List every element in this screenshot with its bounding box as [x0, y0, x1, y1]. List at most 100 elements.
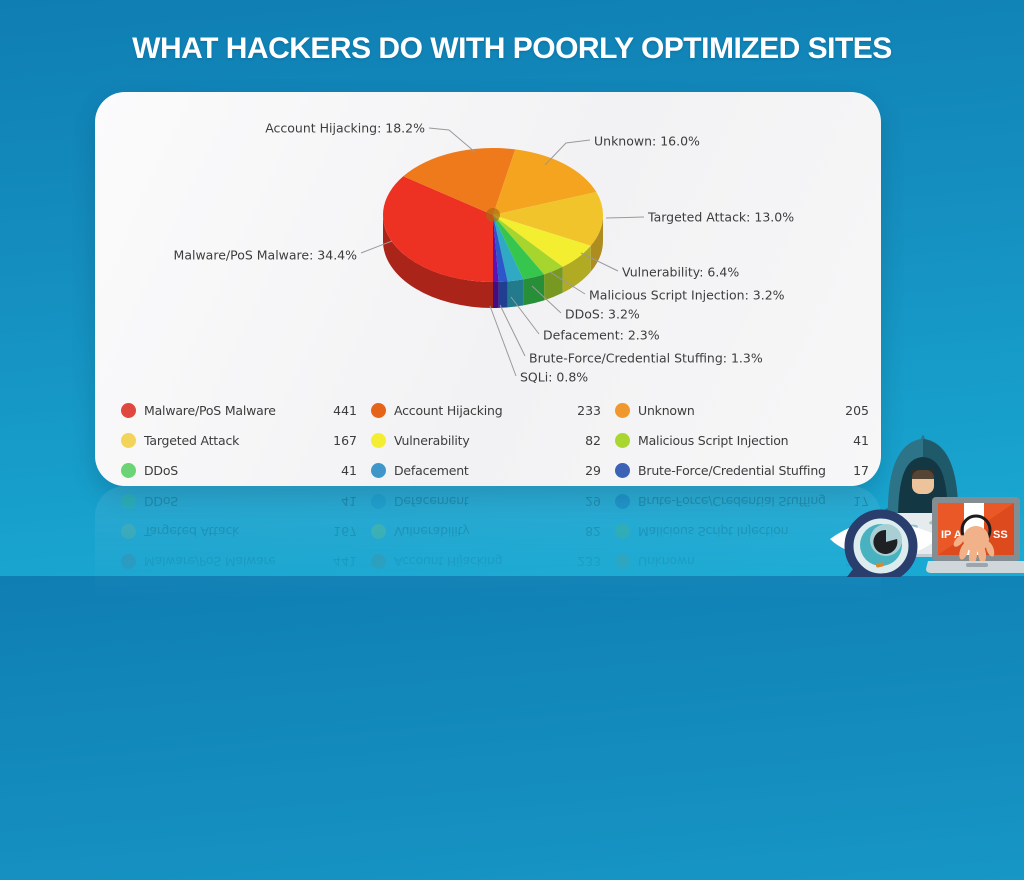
legend-value: 167 [333, 432, 357, 448]
legend-label: Defacement [394, 462, 469, 478]
pie-slice-side [590, 215, 603, 272]
hacker-illustration: IP A SS [830, 435, 1024, 577]
pie-slice [403, 148, 516, 215]
legend-label: Brute-Force/Credential Stuffing [638, 494, 826, 510]
pie-slice [493, 215, 524, 282]
ip-screen-text-left: IP A [941, 529, 962, 541]
legend-label: Vulnerability [394, 524, 470, 540]
legend-label: Vulnerability [394, 432, 470, 448]
legend-label: Malware/PoS Malware [144, 554, 276, 570]
legend-label: Account Hijacking [394, 402, 503, 418]
legend-color-dot [121, 402, 136, 418]
pie-slice-side [523, 274, 545, 306]
pie-slice-side [507, 279, 524, 308]
pie-leader-line [510, 296, 540, 335]
legend-value: 441 [333, 554, 357, 570]
legend-label: Malware/PoS Malware [144, 402, 276, 418]
legend-value: 41 [341, 462, 357, 478]
legend-color-dot [371, 494, 386, 510]
legend-item: DDoS 41 [121, 490, 357, 514]
legend-color-dot [121, 462, 136, 478]
legend-value: 233 [577, 554, 601, 570]
pie-leader-line [428, 127, 476, 153]
legend-label: Unknown [638, 554, 695, 570]
legend-value: 82 [585, 524, 601, 540]
legend-value: 29 [585, 462, 601, 478]
legend-item: Malware/PoS Malware 441 [121, 550, 357, 574]
legend-item: Malicious Script Injection 41 [615, 428, 869, 452]
chart-legend: Malware/PoS Malware 441 Account Hijacking 2… [121, 398, 869, 482]
legend-label: Unknown [638, 402, 695, 418]
pie-leader-line [605, 216, 645, 219]
legend-color-dot [371, 402, 386, 418]
legend-item: Account Hijacking 233 [371, 398, 601, 422]
legend-color-dot [615, 524, 630, 540]
pie-slice [493, 215, 499, 282]
legend-item: Targeted Attack 167 [121, 428, 357, 452]
legend-label: Account Hijacking [394, 554, 503, 570]
legend-item: Vulnerability 82 [371, 428, 601, 452]
legend-label: Defacement [394, 494, 469, 510]
legend-value: 82 [585, 432, 601, 448]
legend-item: Account Hijacking 233 [371, 550, 601, 574]
legend-item: Defacement 29 [371, 458, 601, 482]
legend-color-dot [615, 554, 630, 570]
legend-color-dot [615, 432, 630, 448]
pie-slice-side [493, 281, 499, 308]
ip-laptop-icon: IP A SS [926, 497, 1024, 573]
legend-item: Brute-Force/Credential Stuffing 17 [615, 458, 869, 482]
pie-leader-line [499, 304, 526, 357]
pie-leader-line [489, 305, 517, 377]
legend-value: 17 [853, 462, 869, 478]
legend-color-dot [121, 432, 136, 448]
legend-value: 41 [341, 494, 357, 510]
legend-value: 441 [333, 402, 357, 418]
legend-item: Defacement 29 [371, 490, 601, 514]
pie-center [486, 208, 500, 222]
pie-leader-line [544, 139, 591, 166]
pie-leader-line [360, 240, 393, 254]
pie-slice [493, 215, 545, 280]
legend-value: 167 [333, 524, 357, 540]
legend-color-dot [121, 554, 136, 570]
legend-label: DDoS [144, 494, 179, 510]
legend-color-dot [371, 524, 386, 540]
pie-chart [360, 127, 645, 377]
pie-slice [493, 215, 563, 275]
legend-label: Malicious Script Injection [638, 524, 789, 540]
hand-icon [953, 514, 995, 565]
legend-item: DDoS 41 [121, 458, 357, 482]
legend-color-dot [371, 432, 386, 448]
legend-value: 29 [585, 494, 601, 510]
legend-label: Targeted Attack [144, 524, 240, 540]
legend-item: Targeted Attack 167 [121, 520, 357, 544]
legend-label: Brute-Force/Credential Stuffing [638, 462, 826, 478]
legend-label: Targeted Attack [144, 432, 240, 448]
card-reflection-ghost [95, 486, 881, 880]
legend-color-dot [615, 402, 630, 418]
card-reflection: Malware/PoS Malware 441 Account Hijacking 2… [95, 486, 881, 880]
pie-leader-line [580, 252, 619, 272]
pie-slice-side [383, 215, 493, 308]
legend-color-dot [121, 524, 136, 540]
pie-slice [493, 215, 591, 267]
pie-slice [382, 176, 493, 282]
legend-color-dot [371, 554, 386, 570]
legend-color-dot [371, 462, 386, 478]
pie-slice [493, 192, 603, 246]
legend-color-dot [615, 462, 630, 478]
chart-card: Malware/PoS Malware: 34.4% Account Hijack… [95, 92, 881, 486]
magnifier-eye-icon [844, 509, 918, 577]
legend-item: Unknown 205 [615, 398, 869, 422]
pie-slice-side [544, 266, 563, 301]
legend-value: 205 [845, 402, 869, 418]
legend-label: DDoS [144, 462, 179, 478]
pie-leader-line [531, 285, 562, 314]
legend-item: Vulnerability 82 [371, 520, 601, 544]
legend-value: 41 [853, 432, 869, 448]
ip-screen-text-right: SS [993, 529, 1008, 541]
legend-value: 233 [577, 402, 601, 418]
pie-slice [493, 215, 508, 282]
pie-slice-side [498, 281, 508, 308]
page-title: WHAT HACKERS DO WITH POORLY OPTIMIZED SI… [132, 32, 892, 65]
